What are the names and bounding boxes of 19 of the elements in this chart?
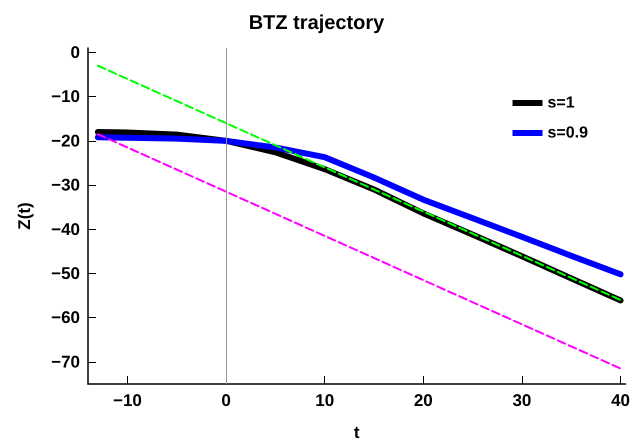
chart-title: BTZ trajectory [248,12,386,34]
y-tick-label: −50 [51,264,80,283]
x-tick-label: 40 [611,391,630,410]
y-tick-label: −70 [51,352,80,372]
x-axis-title: t [354,423,360,442]
legend-label: s=1 [548,94,575,112]
y-tick-label: −20 [51,131,80,150]
y-tick-label: −60 [51,308,80,328]
y-axis-title: Z(t) [15,202,34,230]
x-tick-label: 30 [512,391,532,410]
y-tick-label: −30 [51,176,80,195]
y-tick-label: 0 [70,42,80,62]
x-tick-label: 20 [414,391,433,410]
x-tick-label: 10 [315,391,334,410]
legend-label: s=0.9 [548,124,588,142]
x-tick-label: 0 [221,391,231,410]
y-tick-label: −40 [51,220,80,239]
y-tick-label: −10 [51,87,80,106]
x-tick-label: −10 [113,391,142,410]
